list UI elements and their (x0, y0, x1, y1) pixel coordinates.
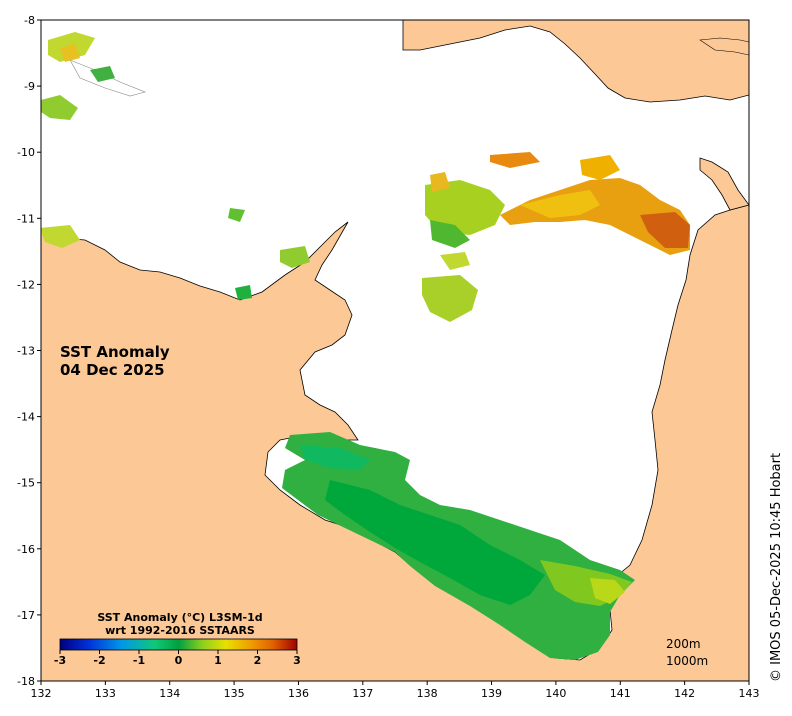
x-tick-label: 136 (288, 687, 309, 700)
land-islands-north (699, 37, 749, 56)
colorbar-title-line1: SST Anomaly (°C) L3SM-1d (97, 611, 263, 624)
x-tick-label: 134 (159, 687, 180, 700)
y-tick-label: -11 (17, 212, 35, 225)
colorbar-tick-label: 2 (254, 654, 262, 667)
x-tick-label: 137 (352, 687, 373, 700)
colorbar-tick-label: -2 (93, 654, 105, 667)
y-tick-label: -15 (17, 477, 35, 490)
y-tick-label: -8 (24, 14, 35, 27)
contour-label-1000m: 1000m (666, 654, 709, 668)
x-tick-label: 139 (481, 687, 502, 700)
y-tick-label: -9 (24, 80, 35, 93)
colorbar-tick-label: 3 (293, 654, 301, 667)
map-title: SST Anomaly 04 Dec 2025 (60, 343, 170, 379)
map-title-date: 04 Dec 2025 (60, 361, 165, 379)
colorbar-ticks: -3 -2 -1 0 1 2 3 (54, 650, 301, 667)
x-tick-label: 132 (31, 687, 52, 700)
land-new-guinea (402, 20, 749, 103)
land-cape-york-north (699, 157, 749, 211)
x-axis: 132 133 134 135 136 137 138 139 140 141 142 143 (31, 681, 760, 700)
map-title-line1: SST Anomaly (60, 343, 170, 361)
colorbar-tick-label: -1 (133, 654, 145, 667)
colorbar (59, 638, 298, 651)
x-tick-label: 138 (417, 687, 438, 700)
land-northern-territory (41, 204, 749, 681)
x-tick-label: 143 (739, 687, 760, 700)
y-tick-label: -13 (17, 345, 35, 358)
contour-legend: 200m 1000m (666, 636, 708, 670)
y-tick-label: -12 (17, 278, 35, 291)
colorbar-title-line2: wrt 1992-2016 SSTAARS (105, 624, 255, 637)
copyright-credit: © IMOS 05-Dec-2025 10:45 Hobart (769, 452, 784, 682)
colorbar-tick-label: 0 (175, 654, 183, 667)
y-tick-label: -18 (17, 675, 35, 688)
colorbar-tick-label: 1 (214, 654, 222, 667)
y-tick-label: -16 (17, 543, 35, 556)
x-tick-label: 135 (224, 687, 245, 700)
x-tick-label: 133 (95, 687, 116, 700)
y-axis: -8 -9 -10 -11 -12 -13 -14 -15 -16 -17 -18 (17, 14, 41, 688)
contour-label-200m: 200m (666, 637, 701, 651)
colorbar-tick-label: -3 (54, 654, 66, 667)
y-tick-label: -14 (17, 411, 35, 424)
x-tick-label: 140 (545, 687, 566, 700)
x-tick-label: 142 (674, 687, 695, 700)
x-tick-label: 141 (610, 687, 631, 700)
y-tick-label: -10 (17, 146, 35, 159)
sst-data-overlay (41, 32, 690, 660)
y-tick-label: -17 (17, 609, 35, 622)
colorbar-title: SST Anomaly (°C) L3SM-1d wrt 1992-2016 S… (60, 611, 300, 637)
